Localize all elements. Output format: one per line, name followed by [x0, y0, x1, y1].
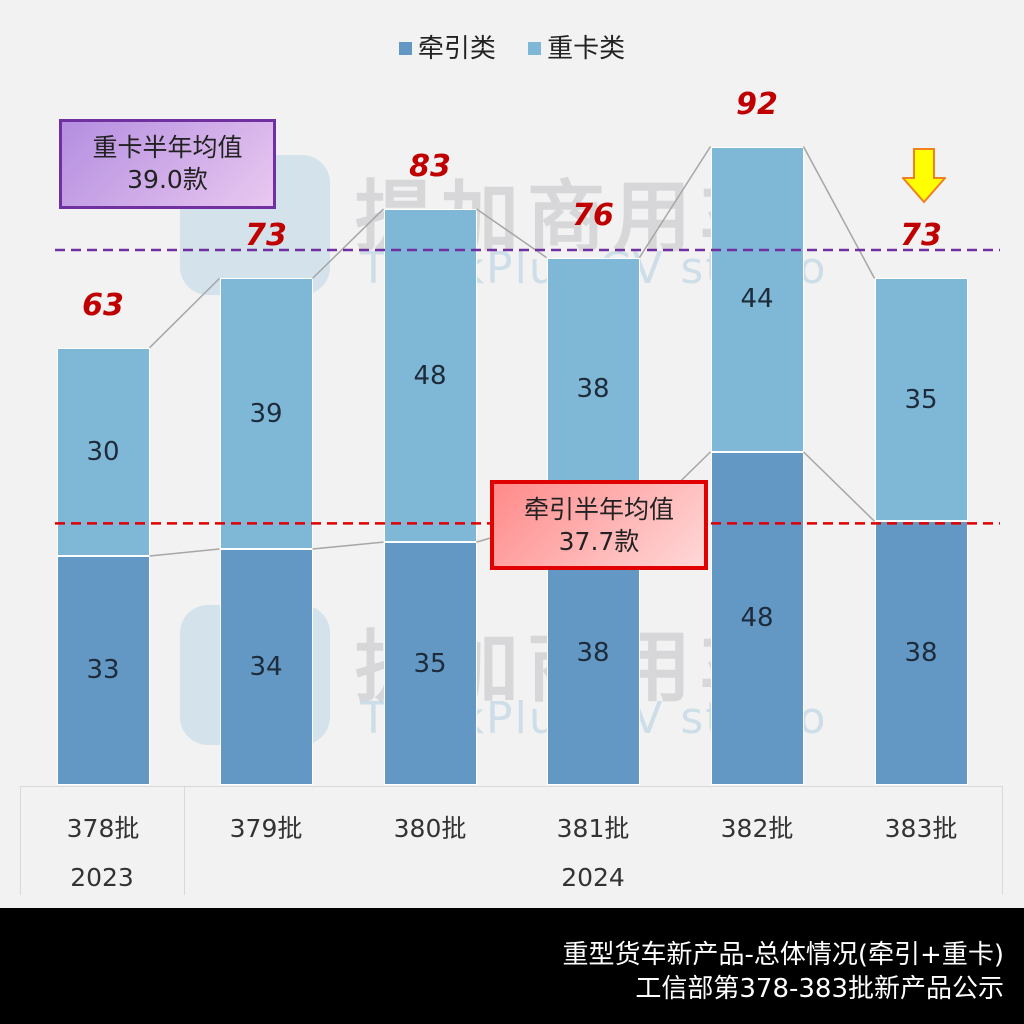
- bar-segment-truck: 39: [219, 278, 313, 550]
- bar-378批: 30 33: [56, 347, 150, 785]
- category-label: 383批: [884, 814, 958, 843]
- bar-segment-tractor: 34: [219, 549, 313, 785]
- year-label-2024: 2024: [561, 863, 625, 892]
- category-label: 381批: [556, 814, 630, 843]
- category-label: 378批: [66, 814, 140, 843]
- bar-segment-truck: 48: [383, 208, 477, 543]
- bar-383批: 35 38: [874, 278, 968, 785]
- bar-382批: 44 48: [710, 146, 804, 785]
- legend-item-truck: 重卡类: [528, 28, 625, 65]
- bar-segment-truck: 38: [546, 257, 640, 522]
- x-axis: 378批 379批 380批 381批 382批 383批 2023 2024: [20, 786, 1003, 895]
- total-label: 83: [409, 148, 451, 184]
- year-label-2023: 2023: [70, 863, 134, 892]
- bar-379批: 39 34: [219, 278, 313, 785]
- legend-item-tractor: 牵引类: [398, 28, 496, 65]
- footer-subtitle: 工信部第378-383批新产品公示: [635, 974, 1004, 1004]
- tractor-average-label: 牵引半年均值 37.7款: [490, 480, 708, 570]
- footer-title: 重型货车新产品-总体情况(牵引+重卡): [562, 940, 1004, 970]
- bar-segment-truck: 30: [56, 347, 150, 556]
- bar-segment-tractor: 48: [710, 451, 804, 785]
- bar-segment-tractor: 35: [383, 542, 477, 785]
- bar-segment-tractor: 33: [56, 555, 150, 785]
- legend: 牵引类 重卡类: [0, 28, 1024, 65]
- bar-segment-tractor: 38: [874, 521, 968, 785]
- truck-average-label: 重卡半年均值 39.0款: [59, 119, 276, 209]
- category-label: 380批: [393, 814, 467, 843]
- total-label: 73: [245, 218, 287, 254]
- total-label: 63: [82, 287, 124, 323]
- legend-swatch-icon: [398, 42, 412, 55]
- total-label: 76: [572, 197, 614, 233]
- total-label: 92: [736, 86, 778, 122]
- legend-swatch-icon: [528, 42, 542, 55]
- bar-segment-truck: 35: [874, 278, 968, 522]
- category-label: 379批: [229, 814, 303, 843]
- bar-segment-truck: 44: [710, 146, 804, 452]
- bar-380批: 48 35: [383, 208, 477, 785]
- category-label: 382批: [720, 814, 794, 843]
- down-arrow-icon: [902, 148, 946, 204]
- footer-caption: 重型货车新产品-总体情况(牵引+重卡) 工信部第378-383批新产品公示: [0, 908, 1024, 1024]
- total-label: 73: [900, 218, 942, 254]
